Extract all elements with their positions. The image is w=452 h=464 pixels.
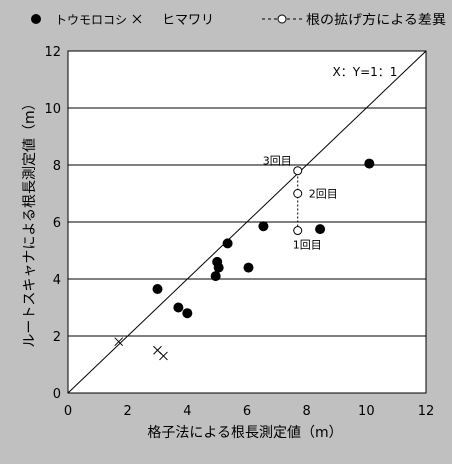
- series-2-point-2: [293, 166, 303, 176]
- series-1-point-0-stroke-b: [114, 337, 124, 347]
- x-tick-label-2: 2: [124, 404, 132, 419]
- legend-item-0: トウモロコシ: [31, 13, 127, 27]
- series-1-point-2-stroke-b: [159, 351, 168, 361]
- series-0-point-1: [173, 302, 184, 313]
- reference-line-1-to-1: [67, 50, 427, 394]
- series-0-point-6: [222, 238, 233, 249]
- legend-label-2: 根の拡げ方による差異: [306, 12, 446, 28]
- legend-label-1: ヒマワリ: [162, 13, 214, 28]
- series-2: 1回目 2回目 3回目: [263, 155, 338, 252]
- legend-marker-1: [132, 14, 142, 24]
- series-2-point-1: [293, 189, 303, 198]
- x-tick-label-4: 4: [183, 404, 191, 419]
- series-0-point-8: [258, 221, 269, 232]
- x-tick-label-0: 0: [64, 404, 72, 419]
- series-2-point-0: [293, 226, 303, 236]
- y-tick-label-10: 10: [44, 102, 61, 117]
- reference-line-label: X：Y=1：1: [333, 65, 398, 79]
- x-tick-label-10: 10: [358, 404, 375, 419]
- legend-marker-0: [31, 14, 41, 24]
- series-0-point-9: [315, 224, 326, 235]
- legend-marker-2: [277, 14, 287, 24]
- legend-marker-1-stroke-b: [132, 14, 142, 24]
- series-2-point-label-1: 2回目: [309, 188, 338, 201]
- y-tick-label-12: 12: [44, 45, 61, 60]
- series-0-point-7: [243, 262, 254, 273]
- reference-line-group: X：Y=1：1: [67, 50, 427, 394]
- y-tick-label-8: 8: [53, 159, 61, 174]
- series-0-point-2: [182, 308, 193, 319]
- y-axis-title: ルートスキャナによる根長測定値（m）: [22, 96, 38, 347]
- y-tick-label-2: 2: [53, 330, 61, 345]
- x-axis-title: 格子法による根長測定値（m）: [147, 425, 342, 441]
- legend: トウモロコシ ヒマワリ 根の拡げ方による差異: [31, 12, 446, 28]
- y-tick-label-6: 6: [53, 216, 61, 231]
- series-layer: 1回目 2回目 3回目: [114, 155, 375, 361]
- series-0-point-0: [152, 283, 163, 294]
- axes: 0 2 4 6 8 10 12 0 2 4 6 8 10 12: [44, 45, 434, 419]
- y-tick-label-4: 4: [53, 273, 61, 288]
- legend-item-1: ヒマワリ: [132, 13, 214, 28]
- series-2-point-label-0: 1回目: [293, 239, 322, 252]
- legend-item-2: 根の拡げ方による差異: [262, 12, 446, 28]
- y-tick-label-0: 0: [53, 387, 61, 402]
- series-1: [114, 337, 168, 361]
- series-0-point-10: [364, 158, 375, 169]
- legend-label-0: トウモロコシ: [55, 13, 127, 27]
- x-tick-label-12: 12: [418, 404, 435, 419]
- series-1-point-1-stroke-b: [153, 345, 162, 355]
- x-tick-label-6: 6: [243, 404, 251, 419]
- series-2-point-label-2: 3回目: [263, 155, 292, 168]
- series-1-point-2: [159, 351, 168, 361]
- series-0: [152, 158, 375, 319]
- x-tick-label-8: 8: [303, 404, 311, 419]
- series-1-point-0: [114, 337, 124, 347]
- series-0-point-5: [213, 262, 224, 273]
- series-0-point-3: [210, 271, 221, 282]
